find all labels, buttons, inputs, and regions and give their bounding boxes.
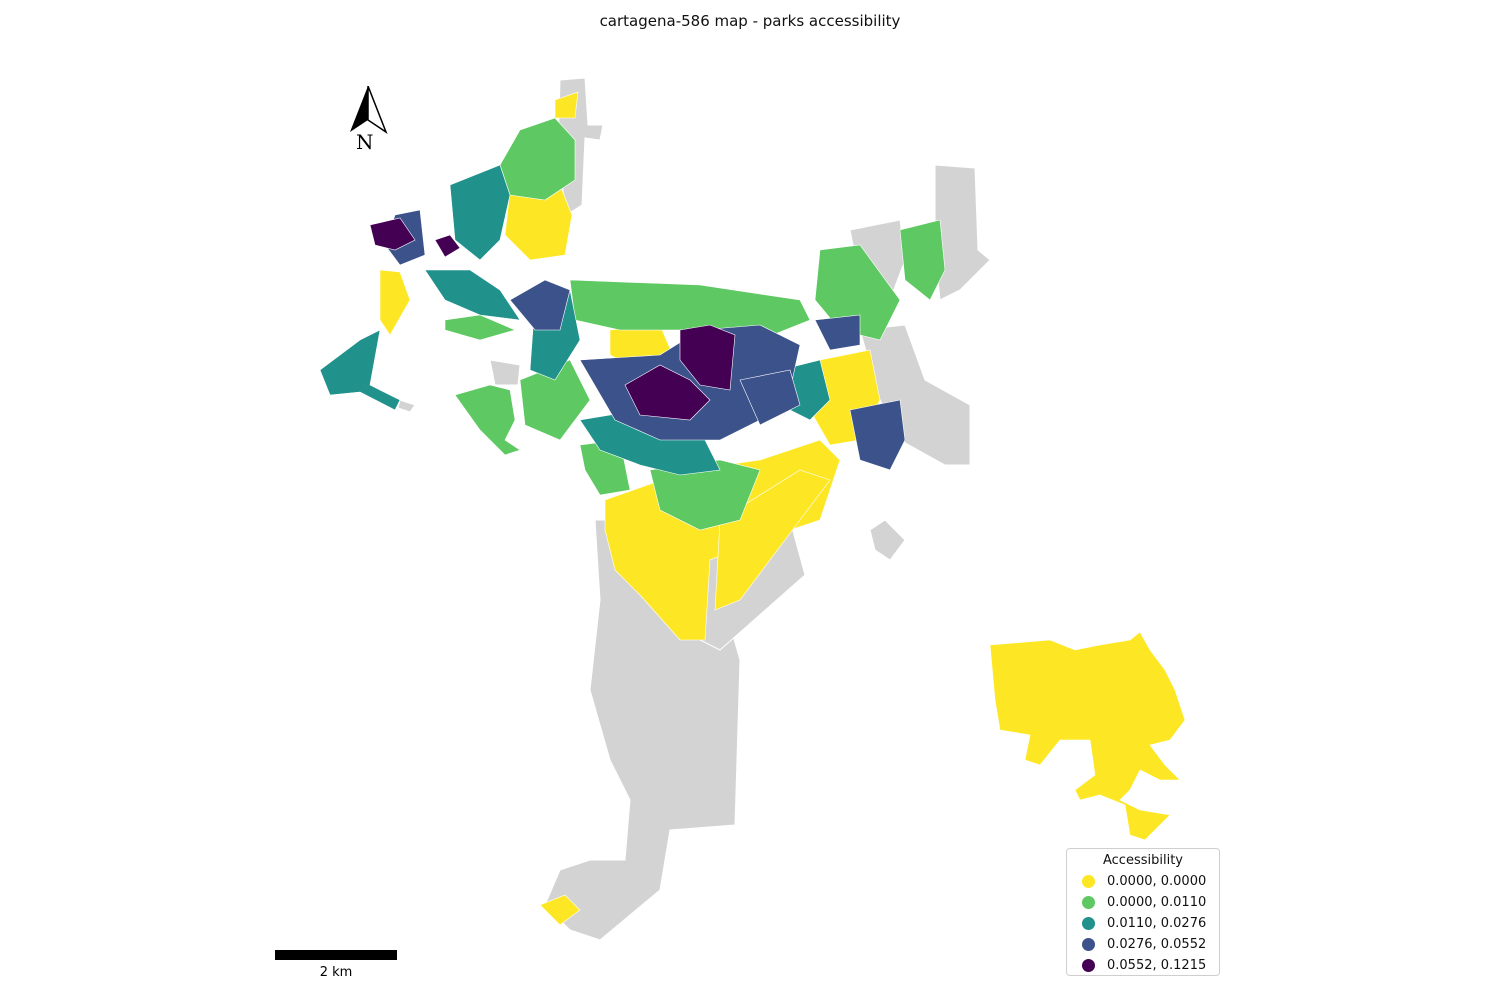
region-class3-east bbox=[849, 399, 906, 471]
scale-bar-label: 2 km bbox=[319, 965, 353, 980]
legend-swatch-icon bbox=[1082, 917, 1095, 930]
region-class0-southeast bbox=[714, 469, 831, 611]
region-class2-north bbox=[449, 164, 511, 261]
legend-item: 0.0110, 0.0276 bbox=[1075, 913, 1211, 934]
region-class0-north-spit bbox=[554, 91, 579, 119]
legend-swatch-icon bbox=[1082, 875, 1095, 888]
region-class4-west-dot bbox=[434, 234, 461, 258]
region-class4-west bbox=[369, 217, 416, 251]
region-class2-southwest bbox=[319, 329, 401, 411]
region-island-small bbox=[869, 519, 906, 561]
legend-swatch-icon bbox=[1082, 938, 1095, 951]
region-west-point bbox=[397, 399, 416, 413]
north-arrow-icon bbox=[350, 86, 388, 134]
region-class3-upper bbox=[509, 279, 571, 331]
region-west-islet bbox=[489, 359, 521, 386]
region-class1-east-north bbox=[814, 244, 901, 341]
legend-item-label: 0.0000, 0.0110 bbox=[1107, 895, 1207, 910]
map-title: cartagena-586 map - parks accessibility bbox=[599, 12, 901, 30]
region-northeast-strip bbox=[934, 164, 991, 301]
region-class4-center-north bbox=[679, 324, 736, 391]
region-class1-west-islet bbox=[444, 314, 516, 341]
region-class1-west-park bbox=[454, 384, 521, 456]
region-class0-tip bbox=[539, 894, 581, 926]
region-class0-detached bbox=[989, 631, 1186, 841]
legend-item-label: 0.0110, 0.0276 bbox=[1107, 916, 1207, 931]
legend-item-label: 0.0276, 0.0552 bbox=[1107, 937, 1207, 952]
legend-title: Accessibility bbox=[1103, 853, 1183, 868]
region-class1-south-center bbox=[649, 459, 761, 531]
legend-item: 0.0000, 0.0110 bbox=[1075, 892, 1211, 913]
scale-bar bbox=[275, 950, 397, 960]
legend-item: 0.0552, 0.1215 bbox=[1075, 955, 1211, 976]
legend-item: 0.0276, 0.0552 bbox=[1075, 934, 1211, 955]
region-class0-west-strip bbox=[379, 269, 411, 336]
region-class4-center-south bbox=[624, 364, 711, 421]
region-class3-mid-east bbox=[739, 369, 801, 426]
legend: Accessibility 0.0000, 0.0000 0.0000, 0.0… bbox=[1066, 848, 1220, 976]
legend-item-label: 0.0552, 0.1215 bbox=[1107, 958, 1207, 973]
region-class2-west bbox=[424, 269, 521, 321]
north-letter: N bbox=[356, 130, 374, 154]
legend-swatch-icon bbox=[1082, 896, 1095, 909]
accessibility-regions bbox=[319, 91, 1186, 926]
region-class3-northeast bbox=[814, 314, 861, 351]
legend-item-label: 0.0000, 0.0000 bbox=[1107, 874, 1207, 889]
region-class1-northeast bbox=[899, 219, 946, 301]
legend-swatch-icon bbox=[1082, 959, 1095, 972]
region-class1-north bbox=[499, 117, 576, 201]
legend-item: 0.0000, 0.0000 bbox=[1075, 871, 1211, 892]
